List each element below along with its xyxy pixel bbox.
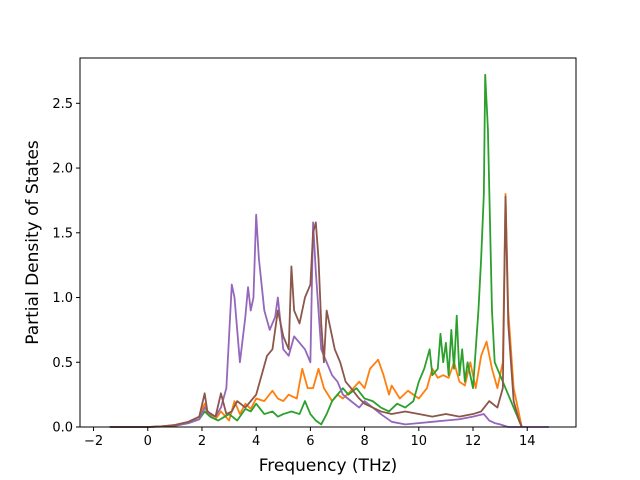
series-line-3 bbox=[109, 213, 549, 428]
x-tick-label: 12 bbox=[465, 434, 482, 449]
y-tick-label: 0.0 bbox=[52, 421, 73, 436]
axes-frame bbox=[79, 57, 577, 428]
x-tick-label: 8 bbox=[360, 434, 368, 449]
series-line-2 bbox=[109, 73, 523, 428]
x-tick-label: 10 bbox=[411, 434, 428, 449]
y-tick-label: 0.5 bbox=[52, 356, 73, 371]
y-axis-label: Partial Density of States bbox=[23, 140, 43, 345]
y-tick-label: 2.5 bbox=[52, 97, 73, 112]
plot-area bbox=[109, 73, 549, 428]
x-axis: −2 0 2 4 6 8 10 12 14 bbox=[84, 427, 536, 449]
y-axis: 0.0 0.5 1.0 1.5 2.0 2.5 bbox=[52, 97, 80, 436]
x-axis-label: Frequency (THz) bbox=[259, 456, 398, 476]
series-line-1 bbox=[109, 193, 523, 428]
y-tick-label: 2.0 bbox=[52, 162, 73, 177]
series-line-4 bbox=[109, 195, 523, 428]
x-tick-label: 14 bbox=[519, 434, 536, 449]
x-tick-label: 4 bbox=[252, 434, 260, 449]
x-tick-label: 6 bbox=[306, 434, 314, 449]
x-tick-label: 0 bbox=[144, 434, 152, 449]
y-tick-label: 1.0 bbox=[52, 291, 73, 306]
x-tick-label: −2 bbox=[84, 434, 103, 449]
y-tick-label: 1.5 bbox=[52, 226, 73, 241]
x-tick-label: 2 bbox=[198, 434, 206, 449]
